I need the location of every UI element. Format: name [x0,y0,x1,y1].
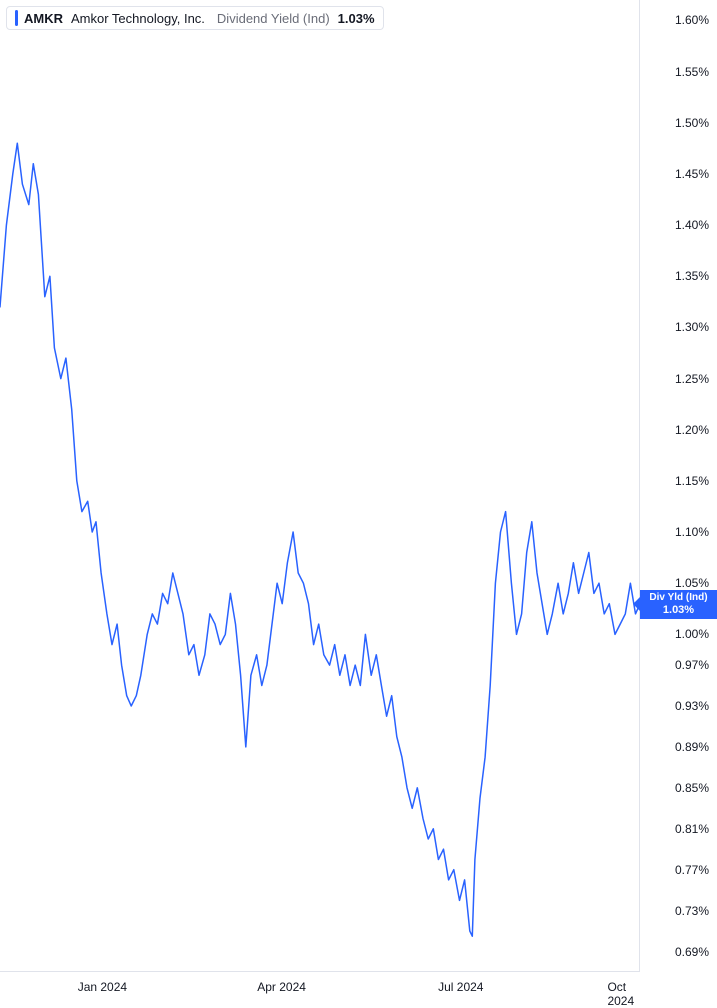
x-tick: Oct 2024 [607,980,634,1008]
x-axis: Jan 2024 Apr 2024 Jul 2024 Oct 2024 [0,972,640,1005]
y-tick: 1.60% [675,13,709,27]
company-name: Amkor Technology, Inc. [71,11,205,26]
marker-title: Div Yld (Ind) [640,592,717,604]
line-chart-svg [0,0,640,972]
x-tick: Jan 2024 [78,980,127,994]
y-tick: 0.93% [675,699,709,713]
x-tick: Jul 2024 [438,980,483,994]
y-tick: 1.45% [675,167,709,181]
metric-value: 1.03% [338,11,375,26]
chart-plot-area[interactable] [0,0,640,972]
y-tick: 0.77% [675,863,709,877]
y-axis: 1.60% 1.55% 1.50% 1.45% 1.40% 1.35% 1.30% 1.25%… [640,0,717,972]
y-tick: 0.69% [675,945,709,959]
y-tick: 0.89% [675,740,709,754]
ticker-symbol: AMKR [24,11,63,26]
y-tick: 1.05% [675,576,709,590]
y-tick: 0.85% [675,781,709,795]
y-tick: 1.15% [675,474,709,488]
ticker-indicator [15,10,18,26]
y-tick: 1.30% [675,320,709,334]
y-tick: 1.10% [675,525,709,539]
metric-label: Dividend Yield (Ind) [217,11,330,26]
y-tick: 0.73% [675,904,709,918]
current-value-marker: Div Yld (Ind) 1.03% [640,590,717,619]
chart-header: AMKR Amkor Technology, Inc. Dividend Yie… [6,6,384,30]
y-tick: 1.55% [675,65,709,79]
y-tick: 1.35% [675,269,709,283]
y-tick: 0.97% [675,658,709,672]
y-tick: 1.25% [675,372,709,386]
marker-value: 1.03% [640,604,717,617]
y-tick: 0.81% [675,822,709,836]
y-tick: 1.20% [675,423,709,437]
y-tick: 1.40% [675,218,709,232]
x-tick: Apr 2024 [257,980,306,994]
y-tick: 1.00% [675,627,709,641]
y-tick: 1.50% [675,116,709,130]
